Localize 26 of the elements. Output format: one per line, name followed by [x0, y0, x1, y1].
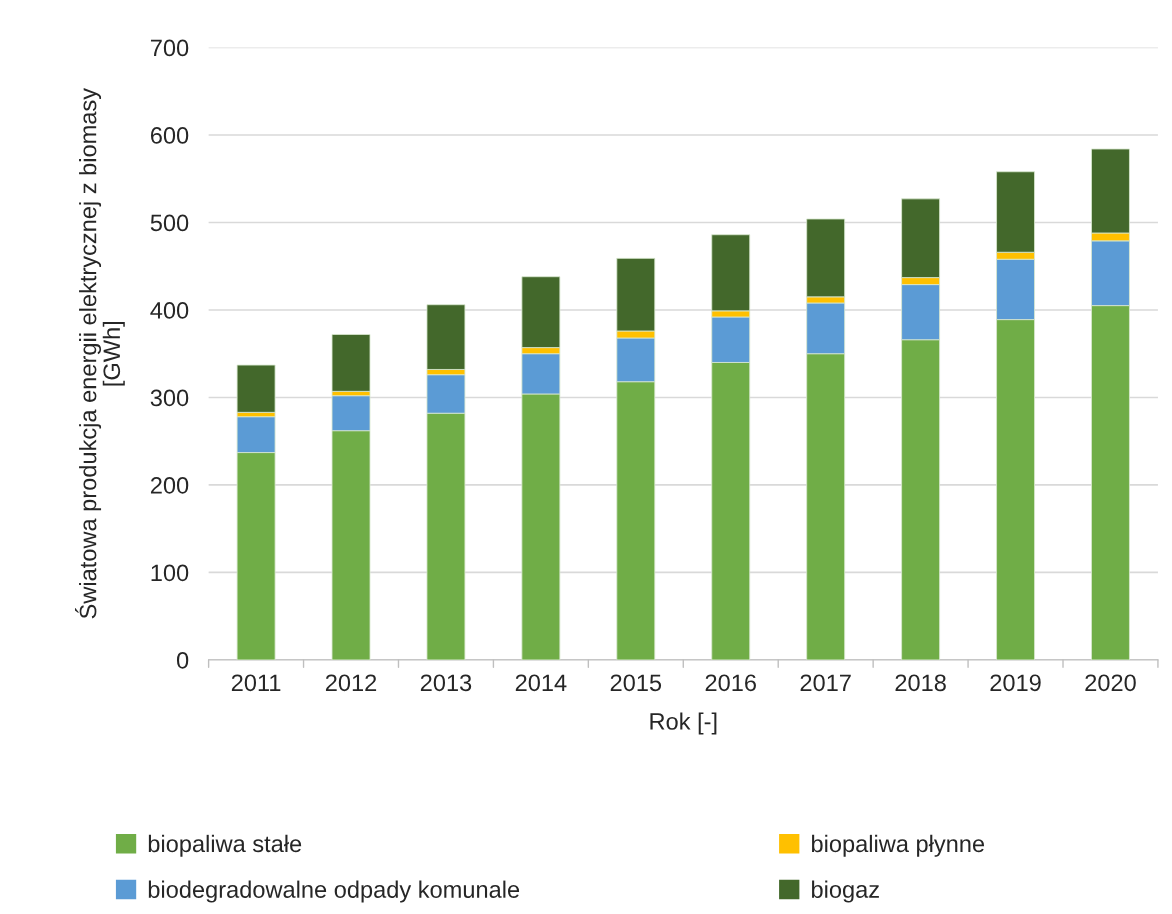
legend-label: biodegradowalne odpady komunale [148, 880, 520, 903]
x-tick-label: 2016 [705, 674, 756, 692]
x-tick-label: 2017 [800, 674, 851, 692]
y-tick-label: 0 [176, 651, 189, 669]
x-tick-label: 2012 [325, 674, 377, 692]
y-tick-label: 100 [151, 564, 189, 582]
y-tick-label: 700 [150, 39, 189, 57]
y-axis-title: Światowa produkcja energii elektrycznej z biomasy [GWh] [75, 88, 125, 619]
y-tick-label: 400 [150, 302, 189, 319]
y-tick-label: 500 [150, 214, 189, 232]
x-tick-label: 2019 [990, 674, 1041, 692]
legend-label: biogaz [812, 880, 879, 903]
x-tick-label: 2014 [515, 674, 567, 692]
x-tick-label: 2020 [1085, 674, 1136, 692]
y-tick-label: 300 [150, 389, 189, 407]
x-tick-label: 2011 [231, 674, 281, 692]
legend-label: biopaliwa stałe [148, 834, 302, 857]
bar [331, 334, 371, 392]
bar [236, 364, 276, 413]
x-axis-title: Rok [-] [650, 712, 717, 735]
y-tick-label: 600 [150, 127, 189, 144]
y-tick-label: 200 [150, 477, 189, 494]
x-tick-label: 2018 [895, 674, 946, 692]
legend-label: biopaliwa płynne [812, 834, 985, 857]
x-tick-label: 2015 [610, 674, 662, 692]
x-tick-label: 2013 [420, 674, 472, 692]
